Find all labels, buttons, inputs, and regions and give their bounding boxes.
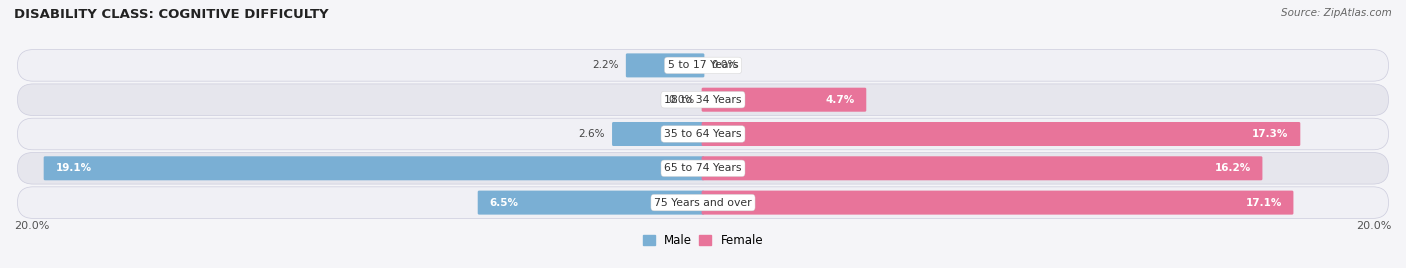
Text: 65 to 74 Years: 65 to 74 Years — [664, 163, 742, 173]
FancyBboxPatch shape — [478, 191, 704, 215]
FancyBboxPatch shape — [612, 122, 704, 146]
FancyBboxPatch shape — [702, 156, 1263, 180]
Text: 19.1%: 19.1% — [55, 163, 91, 173]
FancyBboxPatch shape — [626, 53, 704, 77]
FancyBboxPatch shape — [702, 191, 1294, 215]
FancyBboxPatch shape — [17, 187, 1389, 218]
Text: 18 to 34 Years: 18 to 34 Years — [664, 95, 742, 105]
Text: 2.6%: 2.6% — [578, 129, 605, 139]
Text: Source: ZipAtlas.com: Source: ZipAtlas.com — [1281, 8, 1392, 18]
Text: 2.2%: 2.2% — [592, 60, 619, 70]
Text: 0.0%: 0.0% — [711, 60, 738, 70]
Text: DISABILITY CLASS: COGNITIVE DIFFICULTY: DISABILITY CLASS: COGNITIVE DIFFICULTY — [14, 8, 329, 21]
FancyBboxPatch shape — [17, 84, 1389, 116]
Text: 75 Years and over: 75 Years and over — [654, 198, 752, 208]
Text: 17.1%: 17.1% — [1246, 198, 1282, 208]
FancyBboxPatch shape — [17, 152, 1389, 184]
Text: 17.3%: 17.3% — [1253, 129, 1289, 139]
FancyBboxPatch shape — [702, 122, 1301, 146]
Text: 5 to 17 Years: 5 to 17 Years — [668, 60, 738, 70]
Text: 4.7%: 4.7% — [825, 95, 855, 105]
Text: 20.0%: 20.0% — [14, 221, 49, 232]
Text: 20.0%: 20.0% — [1357, 221, 1392, 232]
FancyBboxPatch shape — [44, 156, 704, 180]
Text: 35 to 64 Years: 35 to 64 Years — [664, 129, 742, 139]
Legend: Male, Female: Male, Female — [638, 229, 768, 252]
FancyBboxPatch shape — [17, 50, 1389, 81]
Text: 6.5%: 6.5% — [489, 198, 519, 208]
Text: 16.2%: 16.2% — [1215, 163, 1251, 173]
FancyBboxPatch shape — [702, 88, 866, 112]
FancyBboxPatch shape — [17, 118, 1389, 150]
Text: 0.0%: 0.0% — [668, 95, 695, 105]
